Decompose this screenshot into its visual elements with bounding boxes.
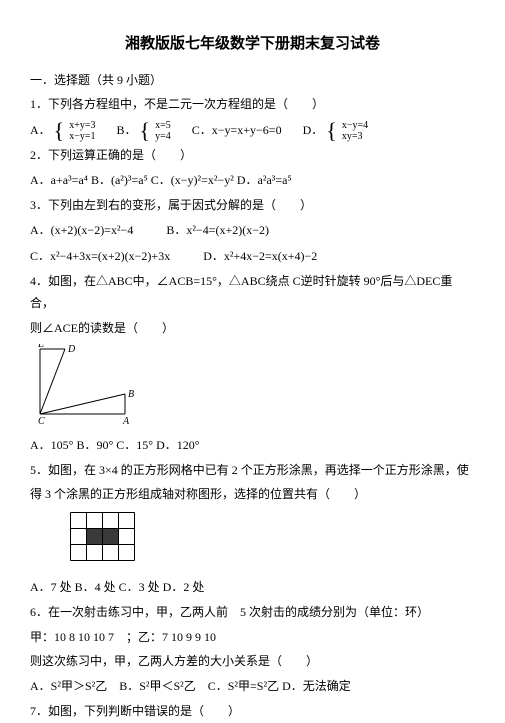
q1-option-a: A． { x+y=3 x−y=1 — [30, 119, 96, 142]
grid-svg — [70, 512, 136, 562]
question-4-line1: 4．如图，在△ABC中，∠ACB=15°，△ABC绕点 C逆时针旋转 90°后与… — [30, 270, 475, 316]
question-3-options-1: A．(x+2)(x−2)=x²−4 B．x²−4=(x+2)(x−2) — [30, 218, 475, 242]
question-5-line2: 得 3 个涂黑的正方形组成轴对称图形，选择的位置共有（ ） — [30, 483, 475, 506]
q1d-label: D． — [303, 123, 324, 137]
q1d-stack: x−y=4 xy=3 — [342, 120, 368, 142]
figure-grid-3x4 — [70, 512, 475, 570]
q1-option-c: C．x−y=x+y−6=0 — [192, 119, 282, 142]
page-title: 湘教版版七年级数学下册期末复习试卷 — [30, 30, 475, 59]
question-6-options: A．S²甲＞S²乙 B．S²甲＜S²乙 C．S²甲=S²乙 D．无法确定 — [30, 675, 475, 698]
section-1-label: 一．选择题（共 9 小题） — [30, 69, 475, 92]
svg-text:D: D — [67, 344, 76, 355]
svg-text:B: B — [128, 389, 134, 400]
q1d-line2: xy=3 — [342, 131, 363, 142]
triangle-svg: E D B C A — [30, 344, 140, 424]
question-6-line1: 6．在一次射击练习中，甲，乙两人前 5 次射击的成绩分别为（单位：环） — [30, 601, 475, 624]
q1b-line1: x=5 — [155, 120, 171, 131]
q3-option-c: C．x²−4+3x=(x+2)(x−2)+3x — [30, 245, 170, 268]
question-2: 2．下列运算正确的是（ ） — [30, 144, 475, 167]
q1d-line1: x−y=4 — [342, 120, 368, 131]
brace-icon: { — [54, 124, 65, 138]
brace-icon: { — [140, 124, 151, 138]
question-1: 1．下列各方程组中，不是二元一次方程组的是（ ） — [30, 93, 475, 116]
svg-text:C: C — [38, 416, 45, 424]
svg-text:E: E — [37, 344, 44, 350]
question-3: 3．下列由左到右的变形，属于因式分解的是（ ） — [30, 194, 475, 217]
svg-text:A: A — [122, 416, 130, 424]
q1a-line1: x+y=3 — [69, 120, 95, 131]
question-2-options: A．a+a³=a⁴ B．(a²)³=a⁵ C．(x−y)²=x²−y² D．a²… — [30, 169, 475, 192]
q1b-label: B． — [117, 123, 137, 137]
figure-triangle-rotation: E D B C A — [30, 344, 475, 432]
q1a-stack: x+y=3 x−y=1 — [69, 120, 95, 142]
q1b-line2: y=4 — [155, 131, 171, 142]
brace-icon: { — [326, 124, 337, 138]
q3-option-a: A．(x+2)(x−2)=x²−4 — [30, 219, 133, 242]
q1a-line2: x−y=1 — [69, 131, 95, 142]
question-6-line3: 则这次练习中，甲，乙两人方差的大小关系是（ ） — [30, 650, 475, 673]
question-4-options: A．105° B．90° C．15° D．120° — [30, 434, 475, 457]
question-5-line1: 5．如图，在 3×4 的正方形网格中已有 2 个正方形涂黑，再选择一个正方形涂黑… — [30, 459, 475, 482]
question-4-line2: 则∠ACE的读数是（ ） — [30, 317, 475, 340]
question-6-line2: 甲：10 8 10 10 7 ；乙：7 10 9 9 10 — [30, 626, 475, 649]
question-7: 7．如图，下列判断中错误的是（ ） — [30, 700, 475, 723]
q1-option-b: B． { x=5 y=4 — [117, 119, 171, 142]
exam-page: 湘教版版七年级数学下册期末复习试卷 一．选择题（共 9 小题） 1．下列各方程组… — [0, 0, 505, 723]
question-3-options-2: C．x²−4+3x=(x+2)(x−2)+3x D．x²+4x−2=x(x+4)… — [30, 244, 475, 268]
question-5-options: A．7 处 B．4 处 C．3 处 D．2 处 — [30, 576, 475, 599]
q1a-label: A． — [30, 123, 51, 137]
question-1-options: A． { x+y=3 x−y=1 B． { x=5 y=4 C．x−y=x+y−… — [30, 118, 475, 142]
q3-option-b: B．x²−4=(x+2)(x−2) — [166, 219, 269, 242]
q3-option-d: D．x²+4x−2=x(x+4)−2 — [203, 245, 317, 268]
q1b-stack: x=5 y=4 — [155, 120, 171, 142]
q1-option-d: D． { x−y=4 xy=3 — [303, 119, 369, 142]
